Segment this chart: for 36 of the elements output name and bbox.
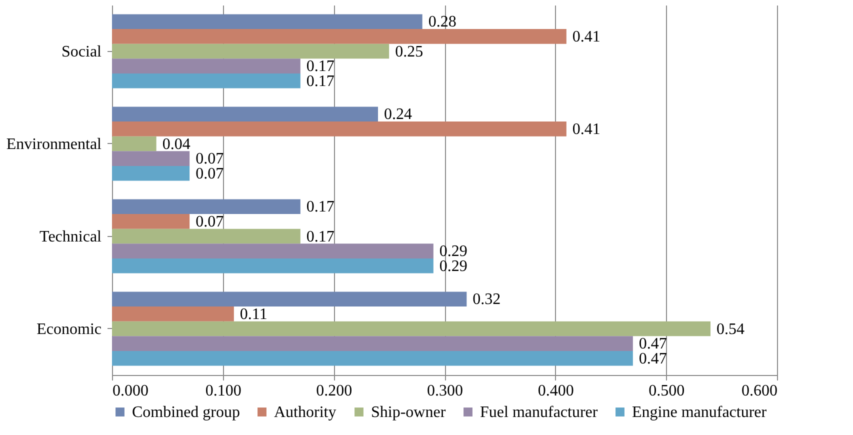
- x-tick-label: 0.000: [112, 382, 148, 400]
- data-label: 0.07: [196, 213, 224, 230]
- legend-label: Authority: [274, 404, 336, 421]
- x-tick-label: 0.300: [427, 382, 463, 400]
- y-tick-label: Economic: [36, 320, 102, 338]
- data-label: 0.17: [306, 58, 334, 76]
- x-tick-label: 0.400: [538, 382, 574, 400]
- data-label: 0.41: [572, 28, 600, 46]
- y-tick-label: Technical: [40, 228, 102, 246]
- legend-label: Fuel manufacturer: [480, 404, 598, 421]
- data-label: 0.28: [428, 14, 456, 31]
- x-tick-label: 0.200: [316, 382, 352, 400]
- data-label: 0.47: [638, 336, 667, 353]
- x-tick-label: 0.500: [648, 382, 685, 400]
- data-label: 0.07: [196, 165, 224, 182]
- x-tick-label: 0.600: [742, 382, 778, 400]
- data-label: 0.17: [306, 72, 334, 90]
- legend-label: Engine manufacturer: [632, 404, 768, 421]
- data-label: 0.29: [439, 258, 468, 275]
- data-label: 0.24: [384, 106, 412, 124]
- data-label: 0.29: [439, 243, 468, 260]
- data-label: 0.47: [638, 350, 667, 368]
- data-label: 0.54: [716, 320, 744, 338]
- data-label: 0.11: [240, 306, 268, 323]
- y-tick-label: Social: [62, 43, 102, 60]
- data-label: 0.04: [162, 136, 190, 153]
- data-label: 0.17: [306, 198, 334, 216]
- legend-label: Ship-owner: [371, 404, 446, 421]
- x-tick-label: 0.100: [205, 382, 242, 400]
- data-label: 0.41: [572, 120, 600, 138]
- data-label: 0.17: [306, 228, 334, 246]
- data-label: 0.32: [472, 291, 501, 308]
- legend-label: Combined group: [132, 404, 240, 421]
- y-tick-label: Environmental: [6, 136, 102, 153]
- data-label: 0.07: [196, 150, 224, 168]
- data-label: 0.25: [395, 43, 424, 60]
